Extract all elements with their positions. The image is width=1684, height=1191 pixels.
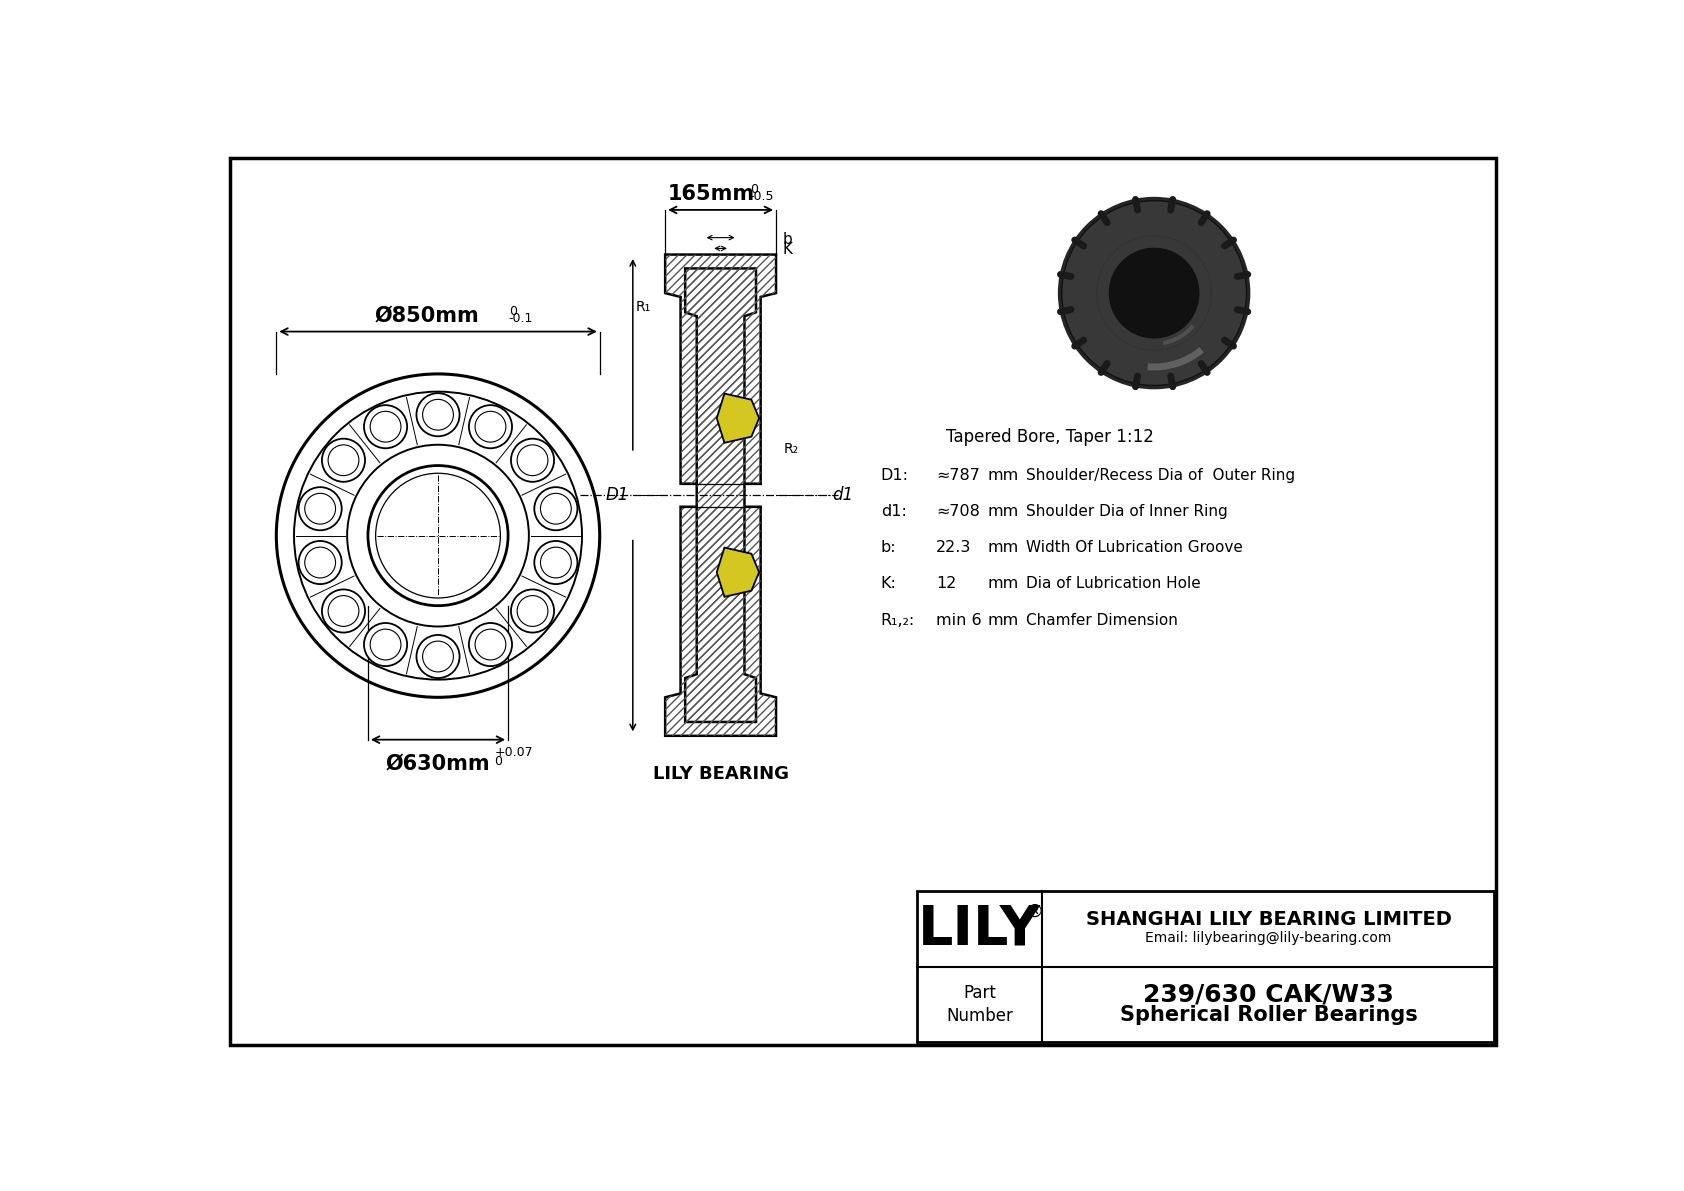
Text: R₂: R₂ (783, 442, 798, 456)
Circle shape (298, 487, 342, 530)
Text: R₁,₂:: R₁,₂: (881, 612, 914, 628)
Text: Part
Number: Part Number (946, 984, 1014, 1025)
Text: Ø630mm: Ø630mm (386, 754, 490, 773)
Circle shape (534, 487, 578, 530)
Text: R₁: R₁ (637, 300, 652, 314)
Text: LILY BEARING: LILY BEARING (653, 765, 788, 782)
Text: K:: K: (881, 576, 896, 592)
Circle shape (468, 405, 512, 448)
Circle shape (468, 623, 512, 666)
Circle shape (322, 438, 365, 482)
Text: 165mm: 165mm (669, 183, 754, 204)
Circle shape (510, 438, 554, 482)
Text: d1:: d1: (881, 504, 906, 519)
Text: ®: ® (1026, 903, 1044, 921)
Text: Shoulder Dia of Inner Ring: Shoulder Dia of Inner Ring (1026, 504, 1228, 519)
Circle shape (276, 374, 600, 697)
Circle shape (1058, 197, 1250, 389)
Text: 22.3: 22.3 (936, 541, 972, 555)
Text: D1:: D1: (881, 468, 909, 482)
Circle shape (367, 466, 509, 606)
Text: -0.1: -0.1 (509, 312, 534, 325)
Text: Spherical Roller Bearings: Spherical Roller Bearings (1120, 1005, 1418, 1025)
Text: 0: 0 (493, 755, 502, 768)
Text: mm: mm (987, 504, 1019, 519)
Polygon shape (685, 268, 756, 722)
Circle shape (416, 635, 460, 678)
Text: SHANGHAI LILY BEARING LIMITED: SHANGHAI LILY BEARING LIMITED (1086, 910, 1452, 929)
Circle shape (295, 392, 583, 680)
Polygon shape (717, 548, 759, 597)
Circle shape (347, 444, 529, 626)
Text: d1: d1 (832, 486, 854, 504)
Circle shape (322, 590, 365, 632)
Circle shape (376, 473, 500, 598)
Circle shape (510, 590, 554, 632)
Text: K: K (781, 243, 791, 257)
Polygon shape (717, 393, 759, 443)
Text: Shoulder/Recess Dia of  Outer Ring: Shoulder/Recess Dia of Outer Ring (1026, 468, 1295, 482)
Text: 12: 12 (936, 576, 957, 592)
Text: ≈787: ≈787 (936, 468, 980, 482)
Text: Dia of Lubrication Hole: Dia of Lubrication Hole (1026, 576, 1201, 592)
Text: LILY: LILY (918, 902, 1041, 956)
Circle shape (364, 623, 408, 666)
Text: 239/630 CAK/W33: 239/630 CAK/W33 (1143, 983, 1394, 1006)
Text: Ø850mm: Ø850mm (374, 305, 478, 325)
Text: mm: mm (987, 612, 1019, 628)
Text: min 6: min 6 (936, 612, 982, 628)
Polygon shape (665, 255, 776, 484)
Text: Tapered Bore, Taper 1:12: Tapered Bore, Taper 1:12 (946, 428, 1154, 445)
Text: b:: b: (881, 541, 896, 555)
Text: Chamfer Dimension: Chamfer Dimension (1026, 612, 1177, 628)
Circle shape (534, 541, 578, 584)
Bar (918, 891, 1494, 1042)
Text: ≈708: ≈708 (936, 504, 980, 519)
Text: D1: D1 (606, 486, 628, 504)
Text: Width Of Lubrication Groove: Width Of Lubrication Groove (1026, 541, 1243, 555)
Circle shape (1061, 200, 1246, 386)
Text: -0.5: -0.5 (749, 191, 775, 202)
Circle shape (298, 541, 342, 584)
Polygon shape (665, 506, 776, 736)
Text: 0: 0 (509, 305, 517, 318)
Circle shape (364, 405, 408, 448)
Text: b: b (781, 232, 791, 247)
Text: +0.07: +0.07 (493, 746, 532, 759)
Text: Email: lilybearing@lily-bearing.com: Email: lilybearing@lily-bearing.com (1145, 931, 1391, 946)
Text: 0: 0 (749, 183, 758, 197)
Text: mm: mm (987, 468, 1019, 482)
Text: mm: mm (987, 541, 1019, 555)
Circle shape (416, 393, 460, 436)
Text: mm: mm (987, 576, 1019, 592)
Circle shape (1110, 249, 1199, 337)
